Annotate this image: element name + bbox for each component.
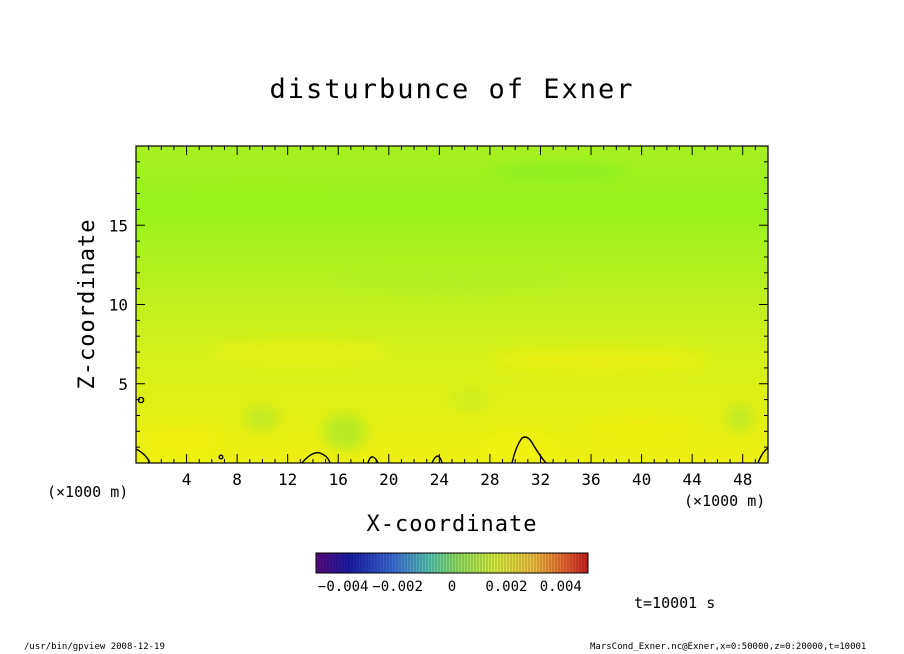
y-tick-label: 5 [118, 375, 128, 394]
y-tick-label: 10 [109, 296, 128, 315]
x-unit-left: (×1000 m) [47, 483, 129, 501]
x-tick-label: 4 [182, 470, 192, 489]
colorbar-tick-label: 0.004 [540, 579, 582, 595]
colorbar-tick-label: 0 [448, 579, 456, 595]
chart-title: disturbunce of Exner [269, 74, 635, 105]
heatmap-field [136, 146, 768, 463]
x-tick-label: 12 [278, 470, 297, 489]
axis-ticks [136, 146, 768, 463]
y-tick-label: 15 [109, 216, 128, 235]
footer-right: MarsCond_Exner.nc@Exner,x=0:50000,z=0:20… [590, 642, 867, 652]
x-tick-label: 48 [733, 470, 752, 489]
footer-left: /usr/bin/gpview 2008-12-19 [24, 642, 165, 652]
y-axis-label: Z-coordinate [75, 219, 100, 390]
x-axis-label: X-coordinate [366, 512, 538, 537]
x-tick-label: 28 [480, 470, 499, 489]
x-tick-label: 24 [430, 470, 449, 489]
x-unit-right: (×1000 m) [684, 492, 766, 510]
x-tick-label: 36 [581, 470, 600, 489]
x-tick-label: 40 [632, 470, 651, 489]
colorbar-tick-label: −0.002 [372, 579, 423, 595]
x-tick-label: 20 [379, 470, 398, 489]
y-axis-label-group: Z-coordinate [75, 219, 100, 390]
x-tick-label: 8 [232, 470, 242, 489]
time-annotation: t=10001 s [634, 594, 716, 612]
x-tick-label: 32 [531, 470, 550, 489]
colorbar: −0.004 −0.002 0 0.002 0.004 [315, 552, 589, 595]
x-tick-label: 16 [329, 470, 348, 489]
colorbar-tick-label: 0.002 [485, 579, 527, 595]
x-tick-label: 44 [683, 470, 702, 489]
colorbar-tick-label: −0.004 [318, 579, 369, 595]
